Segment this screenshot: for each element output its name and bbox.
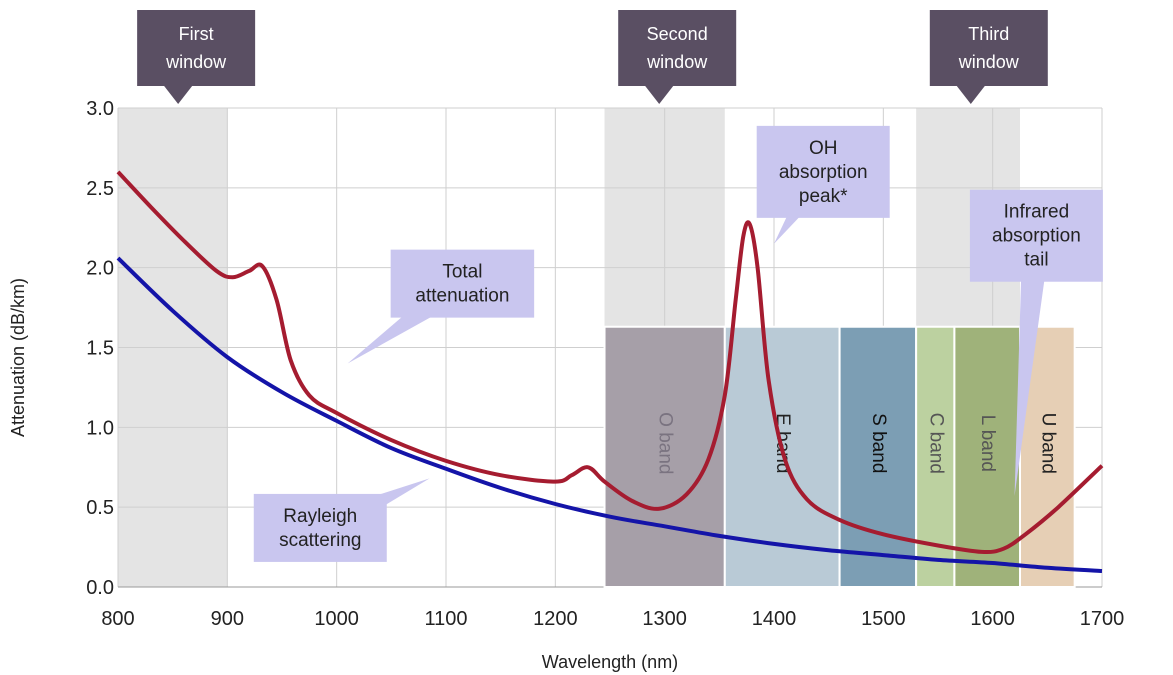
c-band-label: C band (925, 413, 946, 474)
x-tick-label: 1500 (861, 608, 906, 630)
window-label-text: Third (968, 24, 1009, 44)
callout-text-line: absorption (779, 162, 868, 183)
x-axis-label: Wavelength (nm) (542, 652, 678, 672)
third-window-label: Third window (929, 10, 1048, 104)
callout-box (969, 189, 1103, 282)
window-label-text: window (646, 52, 708, 72)
o-band-region (603, 325, 726, 588)
second-window-label: Second window (618, 10, 737, 104)
y-tick-label: 1.5 (86, 338, 114, 360)
l-band-label: L band (977, 415, 998, 472)
callout-pointer (1014, 234, 1051, 496)
x-tick-label: 800 (101, 608, 134, 630)
window-label-box (618, 10, 737, 86)
y-axis-label: Attenuation (dB/km) (8, 278, 28, 437)
attenuation-curves (116, 170, 1104, 573)
window-label-pointer (164, 86, 193, 104)
callout-text-line: OH (809, 138, 838, 159)
window-label-text: window (165, 52, 227, 72)
o-band-label: O band (655, 412, 676, 474)
callout-text-line: Infrared (1004, 202, 1069, 223)
rayleigh-scattering-callout: Rayleigh scattering (253, 478, 430, 562)
s-band-region (838, 325, 918, 588)
callout-box (756, 125, 890, 218)
window-label-box (929, 10, 1048, 86)
first-window-label: First window (137, 10, 256, 104)
total-attenuation-callout: Total attenuation (347, 249, 535, 364)
u-band-label: U band (1037, 413, 1058, 474)
callout-text-line: Rayleigh (283, 506, 357, 527)
x-tick-label: 1400 (752, 608, 797, 630)
y-tick-label: 1.0 (86, 417, 114, 439)
oh-absorption-callout: OH absorption peak* (756, 125, 890, 244)
x-tick-label: 1300 (642, 608, 687, 630)
callout-box (390, 249, 535, 318)
callout-text-line: scattering (279, 530, 361, 551)
callout-text-line: attenuation (415, 286, 509, 307)
total-attenuation-curve (116, 170, 1104, 555)
y-tick-label: 2.5 (86, 178, 114, 200)
window-label-text: window (958, 52, 1020, 72)
y-tick-label: 0.0 (86, 577, 114, 599)
y-tick-label: 2.0 (86, 258, 114, 280)
callout-text-line: peak* (799, 186, 848, 207)
callout-box (253, 493, 387, 562)
x-tick-label: 900 (211, 608, 244, 630)
window-label-text: Second (647, 24, 708, 44)
window-labels: First window Second window Third window (137, 10, 1048, 104)
x-tick-label: 1100 (424, 608, 467, 630)
x-tick-label: 1200 (533, 608, 578, 630)
infrared-tail-callout: Infrared absorption tail (969, 189, 1103, 496)
window-label-box (137, 10, 256, 86)
annotation-callouts: Total attenuation Rayleigh scattering OH abso… (253, 125, 1103, 562)
x-tick-label: 1700 (1080, 608, 1125, 630)
x-tick-label: 1000 (314, 608, 359, 630)
y-tick-label: 3.0 (86, 98, 114, 120)
y-tick-label: 0.5 (86, 497, 114, 519)
callout-text-line: tail (1024, 250, 1048, 271)
x-tick-label: 1600 (970, 608, 1015, 630)
window-label-pointer (956, 86, 985, 104)
axis-tick-labels: 800 900 1000 1100 1200 1300 1400 1500 1600 1700 0.… (86, 98, 1124, 630)
s-band-label: S band (868, 413, 889, 473)
callout-text-line: absorption (992, 226, 1081, 247)
callout-text-line: Total (442, 262, 482, 283)
window-label-pointer (645, 86, 674, 104)
window-label-text: First (179, 24, 214, 44)
rayleigh-scattering-curve (116, 256, 1103, 573)
